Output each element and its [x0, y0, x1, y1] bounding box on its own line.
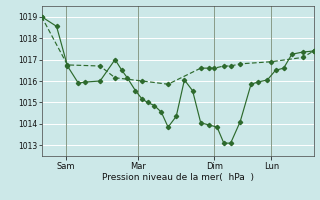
- X-axis label: Pression niveau de la mer(  hPa  ): Pression niveau de la mer( hPa ): [102, 173, 253, 182]
